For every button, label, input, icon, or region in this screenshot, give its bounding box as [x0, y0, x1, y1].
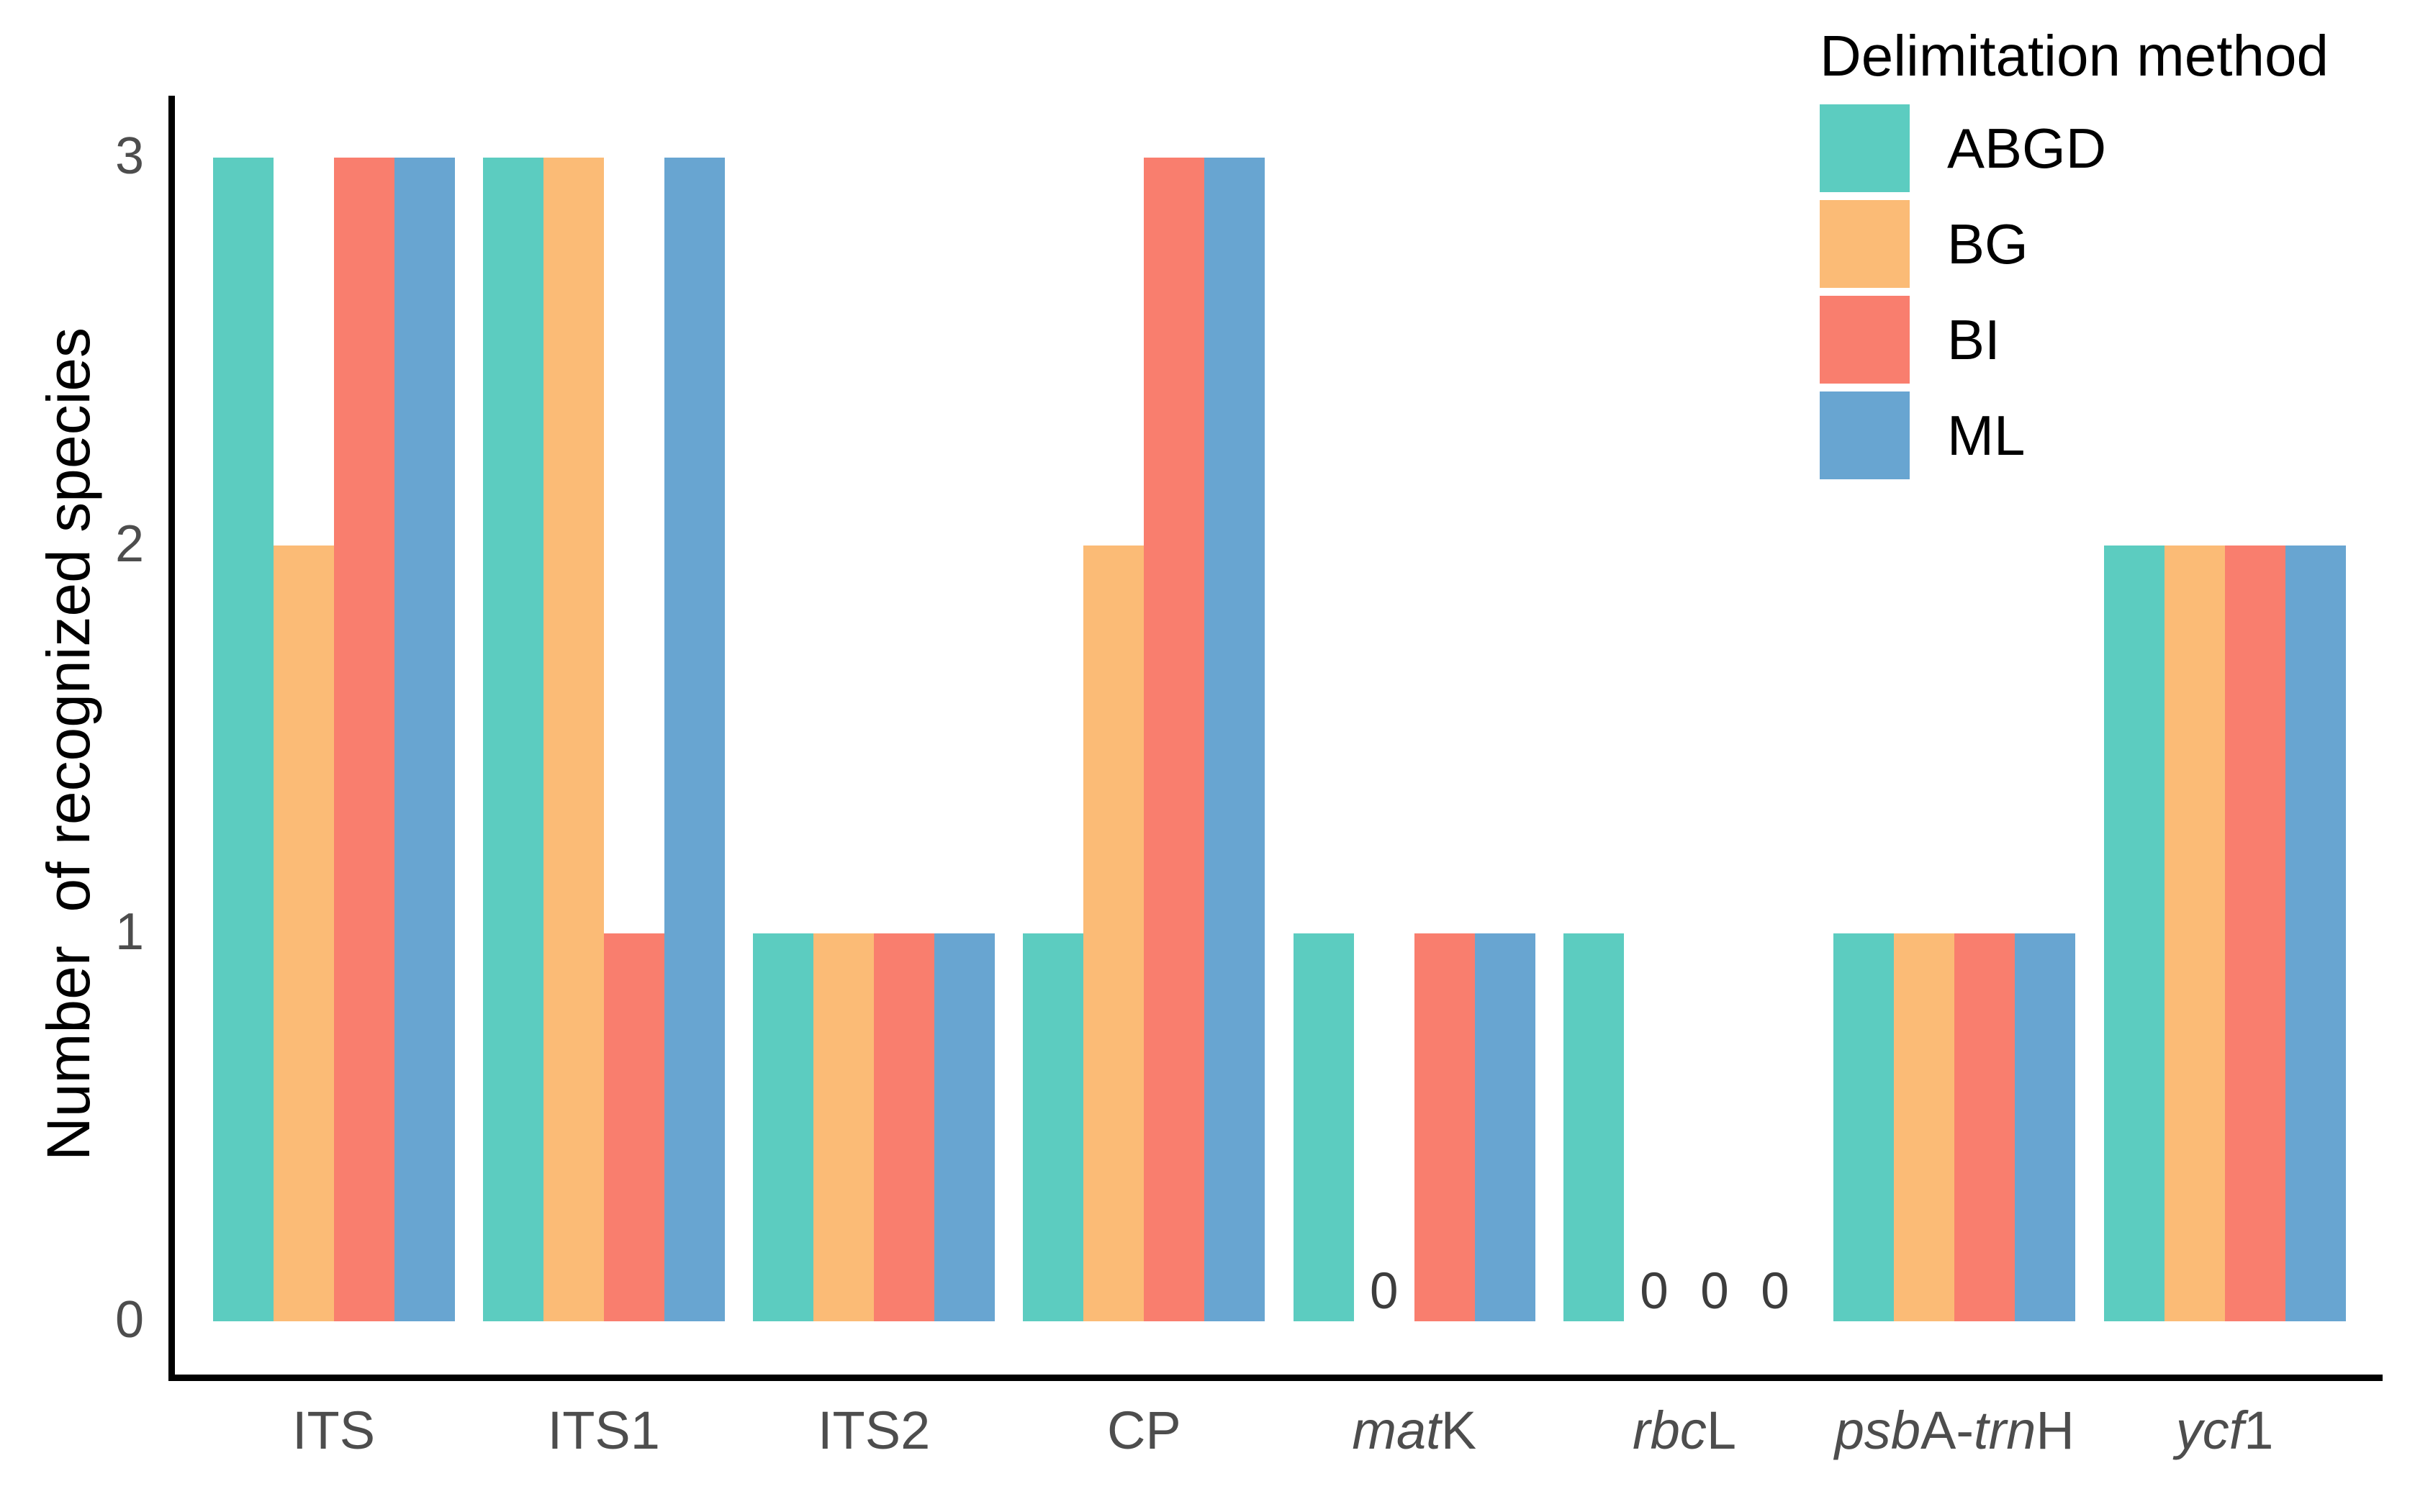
- zero-label-matK-BG: 0: [1369, 1263, 1399, 1320]
- y-tick-2: 2: [114, 515, 144, 573]
- bar-ITS-ML: [394, 158, 455, 1321]
- bar-matK-BI: [1414, 933, 1475, 1321]
- bar-matK-ML: [1474, 933, 1535, 1321]
- x-tick-ITS1: ITS1: [474, 1402, 733, 1459]
- x-tick-segment: ITS1: [547, 1400, 660, 1460]
- x-tick-segment: H: [2036, 1400, 2075, 1460]
- bar-matK-ABGD: [1293, 933, 1354, 1321]
- x-tick-segment: trn: [1974, 1400, 2036, 1460]
- zero-label-rbcL-BI: 0: [1700, 1263, 1729, 1320]
- legend-label-BI: BI: [1947, 308, 2000, 371]
- y-tick-1: 1: [114, 903, 144, 961]
- bar-ITS2-ABGD: [753, 933, 814, 1321]
- y-axis-title: Number of recognized species: [35, 327, 102, 1161]
- legend-key-swatch-ABGD: [1820, 104, 1910, 192]
- bar-ITS1-BI: [603, 933, 664, 1321]
- x-tick-matK: matK: [1285, 1402, 1544, 1459]
- bar-psbA-trnH-ML: [2015, 933, 2076, 1321]
- bar-ITS1-ABGD: [482, 158, 543, 1321]
- bar-ITS2-BG: [813, 933, 875, 1321]
- zero-label-rbcL-BG: 0: [1640, 1263, 1669, 1320]
- bar-ITS-BI: [333, 158, 394, 1321]
- bar-ITS2-ML: [934, 933, 996, 1321]
- bar-ITS-BG: [273, 546, 334, 1321]
- bar-ycf1-ABGD: [2103, 546, 2165, 1321]
- x-tick-segment: rbc: [1633, 1400, 1707, 1460]
- bar-psbA-trnH-BG: [1894, 933, 1955, 1321]
- bar-CP-ML: [1204, 158, 1265, 1321]
- x-tick-segment: L: [1706, 1400, 1736, 1460]
- bar-ITS2-BI: [874, 933, 935, 1321]
- y-tick-3: 3: [114, 127, 144, 185]
- bar-psbA-trnH-ABGD: [1833, 933, 1895, 1321]
- x-tick-ITS: ITS: [204, 1402, 464, 1459]
- legend-key-swatch-ML: [1820, 391, 1910, 479]
- x-tick-rbcL: rbcL: [1555, 1402, 1814, 1459]
- y-tick-0: 0: [114, 1291, 144, 1349]
- bar-ITS1-BG: [543, 158, 604, 1321]
- x-tick-psbA-trnH: psbA-trnH: [1825, 1402, 2084, 1459]
- bar-CP-BG: [1083, 546, 1145, 1321]
- legend-label-BG: BG: [1947, 212, 2028, 276]
- legend-label-ABGD: ABGD: [1947, 117, 2107, 180]
- zero-label-rbcL-ML: 0: [1761, 1263, 1789, 1320]
- bar-rbcL-ABGD: [1563, 933, 1624, 1321]
- bar-psbA-trnH-BI: [1954, 933, 2015, 1321]
- bar-ITS1-ML: [664, 158, 725, 1321]
- bar-CP-ABGD: [1023, 933, 1084, 1321]
- bar-ITS-ABGD: [212, 158, 274, 1321]
- legend-title: Delimitation method: [1820, 24, 2329, 88]
- x-tick-ycf1: ycf1: [2095, 1402, 2355, 1459]
- legend: Delimitation method ABGD BG BI ML: [1820, 0, 2410, 504]
- x-tick-segment: ITS: [292, 1400, 376, 1460]
- y-axis-line: [168, 96, 175, 1381]
- bar-ycf1-BG: [2164, 546, 2225, 1321]
- legend-key-swatch-BG: [1820, 200, 1910, 288]
- x-tick-ITS2: ITS2: [744, 1402, 1003, 1459]
- bar-CP-BI: [1144, 158, 1205, 1321]
- x-axis-line: [168, 1375, 2383, 1381]
- x-tick-segment: ycf: [2175, 1400, 2244, 1460]
- legend-label-ML: ML: [1947, 404, 2026, 467]
- legend-key-swatch-BI: [1820, 296, 1910, 384]
- x-tick-segment: 1: [2244, 1400, 2274, 1460]
- x-tick-segment: A-: [1920, 1400, 1974, 1460]
- x-tick-segment: CP: [1106, 1400, 1181, 1460]
- x-tick-segment: K: [1440, 1400, 1477, 1460]
- bar-ycf1-ML: [2285, 546, 2346, 1321]
- x-tick-segment: mat: [1352, 1400, 1441, 1460]
- x-tick-segment: ITS2: [817, 1400, 931, 1460]
- x-tick-segment: psb: [1834, 1400, 1921, 1460]
- bar-ycf1-BI: [2224, 546, 2285, 1321]
- x-tick-CP: CP: [1014, 1402, 1273, 1459]
